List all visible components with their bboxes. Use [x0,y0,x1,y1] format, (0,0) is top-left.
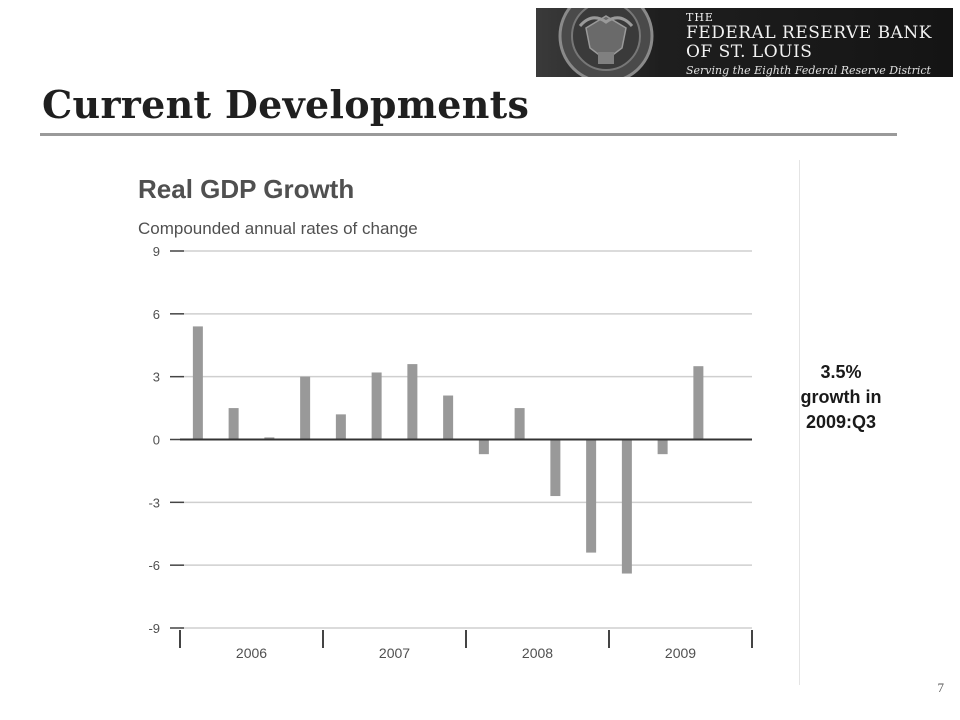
y-tick-label: 9 [153,244,160,259]
y-tick-label: -6 [148,558,160,573]
bar [657,439,668,455]
bar [228,408,239,440]
logo-text: THE FEDERAL RESERVE BANK OF ST. LOUIS Se… [686,12,932,76]
page-number: 7 [937,680,945,695]
bar [621,439,632,574]
y-tick-label: 3 [153,370,160,385]
y-tick-label: -3 [148,495,160,510]
y-tick-label: 0 [153,433,160,448]
bar [264,437,275,440]
page-title: Current Developments [42,82,530,127]
x-year-label: 2007 [379,645,410,661]
vertical-divider [799,160,800,685]
federal-reserve-logo: THE FEDERAL RESERVE BANK OF ST. LOUIS Se… [536,8,953,77]
x-year-label: 2009 [665,645,696,661]
bar [693,366,704,440]
x-year-label: 2008 [522,645,553,661]
bar [335,414,346,440]
y-tick-label: -9 [148,621,160,636]
annotation-line-2: growth in [800,387,882,407]
bar [586,439,597,553]
logo-line-tagline: Serving the Eighth Federal Reserve Distr… [686,64,931,77]
bar [300,376,311,440]
chart-subtitle: Compounded annual rates of change [138,219,418,238]
bar [550,439,561,497]
chart-bars [192,326,704,574]
chart-title: Real GDP Growth [138,174,354,204]
logo-line-the: THE [686,11,714,24]
y-tick-label: 6 [153,307,160,322]
bar [371,372,382,440]
logo-line-bank: FEDERAL RESERVE BANK [686,23,932,43]
bar [192,326,203,440]
chart-grid [180,250,752,629]
title-divider [40,133,897,136]
bar [478,439,489,455]
chart-axes: 9 6 3 0 -3 -6 -9 2006 2007 2008 2009 [148,244,753,661]
annotation-line-1: 3.5% [820,362,862,382]
seal-icon [558,8,654,77]
logo-line-city: OF ST. LOUIS [686,42,813,62]
bar [407,364,418,440]
growth-annotation: 3.5% growth in 2009:Q3 [778,360,904,435]
bar [443,395,454,440]
annotation-line-3: 2009:Q3 [805,412,877,432]
x-year-label: 2006 [236,645,267,661]
bar [514,408,525,440]
